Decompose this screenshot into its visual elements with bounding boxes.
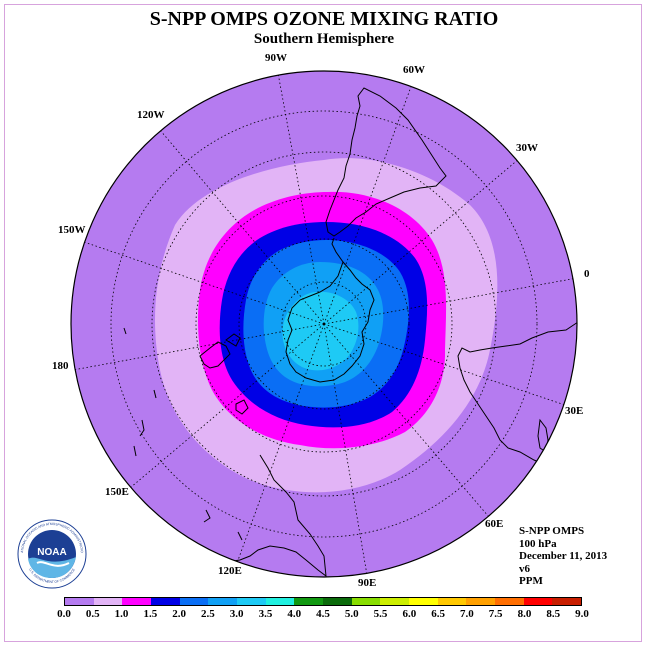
tasmania-coast bbox=[235, 399, 249, 415]
color-bar-tick-label: 6.0 bbox=[402, 608, 417, 620]
field-level-3-0 bbox=[282, 291, 359, 371]
lat-circle-5 bbox=[110, 110, 538, 538]
color-bar-tick-label: 2.0 bbox=[172, 608, 186, 620]
lon-label-30w: 30W bbox=[516, 142, 538, 154]
map-title: S-NPP OMPS OZONE MIXING RATIO bbox=[149, 8, 499, 30]
lat-circle-4 bbox=[151, 151, 497, 497]
meridian-90e bbox=[323, 323, 368, 576]
peninsula-coast bbox=[331, 237, 344, 263]
globe-border bbox=[70, 70, 578, 578]
meridian-60w bbox=[323, 83, 413, 325]
new-zealand-coast bbox=[199, 341, 231, 369]
color-bar-tick-label: 3.5 bbox=[258, 608, 273, 620]
color-bar-cell bbox=[265, 598, 295, 605]
logo-text: NOAA bbox=[37, 547, 66, 558]
color-bar-tick-label: 8.5 bbox=[546, 608, 561, 620]
color-bar-cell bbox=[466, 598, 496, 605]
color-bar-tick-label: 5.0 bbox=[344, 608, 359, 620]
color-bar-tick-label: 3.0 bbox=[229, 608, 244, 620]
lon-label-120e: 120E bbox=[218, 565, 242, 577]
info-date: December 11, 2013 bbox=[519, 550, 608, 562]
south-america-coast bbox=[325, 87, 447, 237]
color-bar-tick-label: 6.5 bbox=[431, 608, 445, 620]
color-bar-cell bbox=[552, 598, 582, 605]
lon-label-0: 0 bbox=[584, 268, 590, 280]
color-bar-cell bbox=[495, 598, 524, 605]
color-bar-tick-label: 1.0 bbox=[114, 608, 129, 620]
color-bar-tick-label: 1.5 bbox=[143, 608, 158, 620]
info-block: S-NPP OMPS 100 hPa December 11, 2013 v6 … bbox=[519, 525, 607, 588]
island-4 bbox=[133, 445, 137, 457]
color-bar-cell bbox=[237, 598, 266, 605]
island-5 bbox=[203, 509, 211, 523]
info-version: v6 bbox=[519, 562, 530, 575]
color-bar-cell bbox=[409, 598, 438, 605]
color-bar-cell bbox=[323, 598, 352, 605]
coastlines bbox=[123, 87, 577, 577]
lat-circle-1 bbox=[281, 281, 367, 367]
color-bar bbox=[64, 597, 582, 606]
color-bar-tick-label: 2.5 bbox=[201, 608, 215, 620]
info-instrument: S-NPP OMPS bbox=[519, 525, 585, 537]
lon-label-60e: 60E bbox=[485, 518, 504, 530]
island-6 bbox=[237, 531, 243, 541]
info-units: PPM bbox=[519, 575, 543, 587]
color-bar-cell bbox=[122, 598, 152, 605]
color-bar-tick-label: 5.5 bbox=[373, 608, 388, 620]
color-bar-tick-label: 4.5 bbox=[316, 608, 330, 620]
color-bar-tick-label: 7.0 bbox=[460, 608, 474, 620]
island-1 bbox=[123, 327, 127, 335]
lat-circle-2 bbox=[238, 238, 410, 410]
lon-label-150w: 150W bbox=[58, 224, 86, 236]
lon-label-90e: 90E bbox=[358, 577, 377, 589]
color-bar-cell bbox=[208, 598, 238, 605]
color-bar-cell bbox=[294, 598, 324, 605]
lon-label-90w: 90W bbox=[265, 52, 287, 64]
color-bar-cell bbox=[179, 598, 209, 605]
lon-label-150e: 150E bbox=[105, 486, 129, 498]
color-bar-cell bbox=[523, 598, 553, 605]
noaa-logo: NOAA NATIONAL OCEANIC AND ATMOSPHERIC AD… bbox=[17, 519, 87, 589]
color-bar-cell bbox=[351, 598, 381, 605]
africa-coast bbox=[457, 321, 577, 471]
map-subtitle: Southern Hemisphere bbox=[253, 31, 395, 47]
lon-label-180: 180 bbox=[52, 360, 69, 372]
lat-circle-3 bbox=[195, 195, 453, 453]
color-bar-cell bbox=[380, 598, 410, 605]
latitude-circles bbox=[110, 110, 538, 538]
color-bar-tick-label: 0.0 bbox=[57, 608, 71, 620]
color-bar-cell bbox=[65, 598, 94, 605]
color-bar-cell bbox=[151, 598, 180, 605]
island-2 bbox=[153, 389, 157, 399]
meridian-30w bbox=[323, 157, 521, 325]
antarctica-coast bbox=[285, 261, 375, 383]
color-bar-tick-label: 4.0 bbox=[287, 608, 302, 620]
color-bar-tick-label: 9.0 bbox=[575, 608, 589, 620]
color-bar-tick-label: 8.0 bbox=[517, 608, 532, 620]
lon-label-120w: 120W bbox=[137, 109, 165, 121]
meridian-90w bbox=[277, 72, 325, 325]
color-bar-tick-label: 7.5 bbox=[488, 608, 503, 620]
color-bar-tick-label: 0.5 bbox=[85, 608, 100, 620]
color-bar-ticks: 0.0 0.5 1.0 1.5 2.0 2.5 3.0 3.5 4.0 4.5 5.0 5.5 6.0 6… bbox=[0, 608, 648, 622]
color-bar-cell bbox=[437, 598, 467, 605]
lon-label-60w: 60W bbox=[403, 64, 425, 76]
meridian-0 bbox=[323, 277, 577, 325]
info-level: 100 hPa bbox=[519, 537, 557, 550]
color-bar-cell bbox=[93, 598, 123, 605]
meridians bbox=[72, 72, 577, 576]
meridian-180 bbox=[72, 323, 325, 371]
figure-frame bbox=[4, 4, 642, 642]
lon-label-30e: 30E bbox=[565, 405, 584, 417]
